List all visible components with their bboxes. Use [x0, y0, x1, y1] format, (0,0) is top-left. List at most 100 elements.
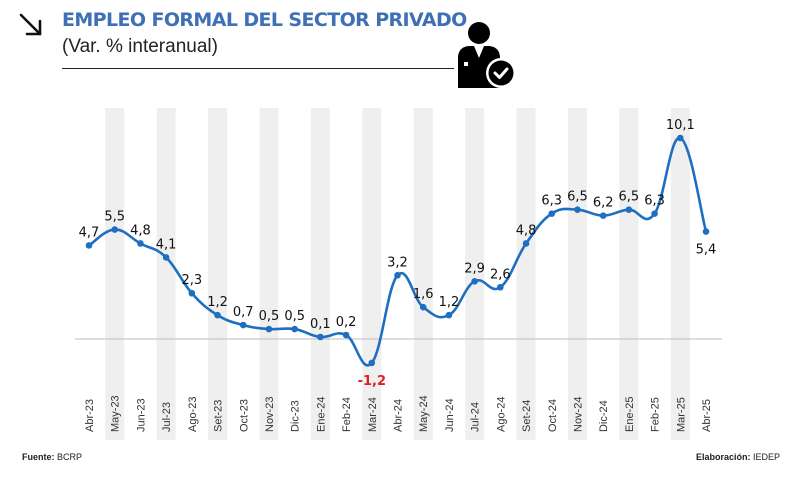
data-label: 2,3	[181, 273, 202, 288]
series-line	[87, 136, 708, 367]
data-label: 4,1	[156, 237, 177, 252]
x-tick-label: Set-24	[521, 400, 533, 432]
data-label: 5,5	[104, 210, 125, 225]
x-tick-label: Oct-24	[547, 399, 559, 432]
x-tick-label: Ene-24	[315, 397, 327, 432]
data-label: 0,7	[233, 305, 254, 320]
x-tick-label: Feb-24	[341, 397, 353, 432]
data-label: 6,2	[593, 196, 614, 211]
x-tick-label: Nov-24	[572, 397, 584, 432]
source-value: BCRP	[57, 452, 83, 462]
x-tick-label: Ago-23	[187, 397, 199, 432]
arrow-down-right-icon	[19, 13, 42, 36]
data-point	[702, 228, 710, 235]
data-point	[85, 242, 93, 249]
data-point	[497, 283, 504, 291]
x-tick-label: Ene-25	[624, 397, 636, 432]
data-point	[317, 333, 324, 341]
credit-value: IEDEP	[752, 452, 780, 462]
column-stripe	[208, 108, 228, 440]
data-label: 1,2	[207, 295, 228, 310]
data-label: 1,2	[439, 295, 460, 310]
data-points	[85, 134, 710, 367]
column-stripe	[413, 108, 433, 440]
data-point	[291, 325, 298, 333]
x-tick-label: Mar-24	[367, 397, 379, 432]
column-stripes	[105, 108, 690, 440]
x-tick-label: Ago-24	[495, 397, 507, 432]
data-point	[214, 311, 221, 319]
x-tick-label: May-24	[418, 395, 430, 432]
x-tick-label: Abr-24	[393, 399, 405, 432]
x-axis-tick-labels: Abr-23 May-23 Jun-23 Jul-23 Ago-23 Set-23 Oct-…	[84, 395, 713, 432]
data-point	[111, 226, 119, 233]
data-label: 6,5	[619, 190, 640, 205]
column-stripe	[567, 108, 587, 440]
person-check-icon	[458, 22, 516, 88]
chart-title: EMPLEO FORMAL DEL SECTOR PRIVADO	[62, 9, 467, 31]
data-point	[394, 272, 401, 279]
data-point	[162, 254, 170, 261]
column-stripe	[259, 108, 279, 440]
column-stripe	[156, 108, 176, 440]
x-tick-label: Dic-23	[290, 400, 302, 432]
data-point	[239, 321, 247, 329]
x-tick-label: Dic-24	[598, 400, 610, 432]
data-label: 2,9	[464, 261, 485, 276]
column-stripe	[619, 108, 639, 440]
column-stripe	[310, 108, 330, 440]
data-label: 2,6	[490, 267, 511, 282]
data-point	[599, 212, 607, 219]
credit-label: Elaboración:	[695, 452, 751, 462]
x-tick-label: Oct-23	[238, 399, 250, 432]
x-tick-label: Jul-24	[470, 402, 482, 432]
data-label: 4,8	[516, 223, 537, 238]
data-point	[574, 206, 581, 213]
source-note: Fuente: BCRP	[22, 452, 82, 462]
source-label: Fuente:	[22, 452, 55, 462]
data-point	[522, 240, 530, 247]
data-label: 3,2	[387, 255, 408, 270]
x-tick-label: Feb-25	[650, 397, 662, 432]
column-stripe	[670, 108, 690, 440]
chart-subtitle: (Var. % interanual)	[62, 36, 218, 57]
data-point	[342, 331, 350, 339]
data-point	[445, 311, 453, 319]
data-point	[188, 289, 196, 297]
data-point	[368, 359, 376, 367]
credit-note: Elaboración: IEDEP	[696, 452, 780, 462]
data-point	[651, 210, 658, 217]
x-tick-label: Abr-25	[701, 399, 713, 432]
title-divider	[62, 68, 454, 69]
x-tick-label: Nov-23	[264, 397, 276, 432]
data-point	[265, 325, 273, 333]
data-point	[419, 303, 427, 311]
x-tick-label: Jun-23	[135, 398, 147, 432]
data-point	[676, 134, 684, 142]
data-labels: 4,7 5,5 4,8 4,1 2,3 1,2 0,7 0,5 0,5 0,1 0,2 -1,2 3,2…	[79, 118, 717, 389]
data-label: 0,2	[336, 315, 357, 330]
data-label: 5,4	[696, 243, 717, 258]
column-stripe	[362, 108, 382, 440]
data-label: 4,8	[130, 223, 151, 238]
x-tick-label: Mar-25	[675, 397, 687, 432]
x-tick-label: Set-23	[213, 400, 225, 432]
data-label: 6,3	[541, 194, 562, 209]
data-label: 1,6	[413, 287, 434, 302]
column-stripe	[516, 108, 536, 440]
data-label: 0,1	[310, 317, 331, 332]
data-label: 0,5	[259, 309, 280, 324]
data-point	[625, 206, 633, 213]
x-tick-label: Jul-23	[161, 402, 173, 432]
column-stripe	[465, 108, 485, 440]
x-tick-label: Jun-24	[444, 398, 456, 432]
x-tick-label: Abr-23	[84, 399, 96, 432]
data-point	[548, 210, 556, 217]
data-label: 4,7	[79, 225, 100, 240]
data-label: 6,5	[567, 190, 588, 205]
data-label: 6,3	[644, 194, 665, 209]
x-tick-label: May-23	[110, 395, 122, 432]
data-point	[137, 240, 144, 247]
data-label: 10,1	[666, 118, 695, 133]
